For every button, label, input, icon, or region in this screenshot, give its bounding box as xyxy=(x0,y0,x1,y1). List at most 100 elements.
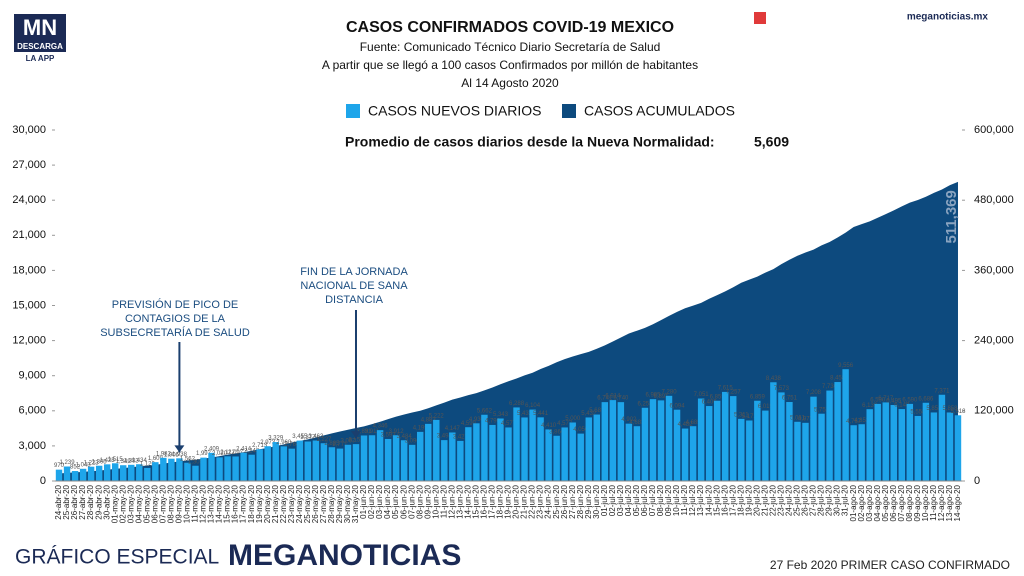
x-tick-label: 25-may-20 xyxy=(303,484,312,523)
bar xyxy=(794,421,801,481)
legend-label: CASOS NUEVOS DIARIOS xyxy=(368,103,541,119)
data-label: 6,139 xyxy=(862,403,878,409)
data-label: 2,248 xyxy=(244,448,260,454)
data-label: 4,147 xyxy=(445,426,461,432)
data-label: 8,458 xyxy=(830,376,846,382)
x-tick-label: 25-jun-20 xyxy=(552,484,561,518)
data-label: 5,858 xyxy=(942,406,958,412)
data-label: 6,859 xyxy=(710,394,726,400)
data-label: 4,930 xyxy=(469,417,485,423)
x-tick-label: 26-may-20 xyxy=(311,484,320,523)
x-tick-label: 05-may-20 xyxy=(142,484,151,523)
x-tick-label: 19-jun-20 xyxy=(504,484,513,518)
average-label: Promedio de casos diarios desde la Nueva… xyxy=(345,134,715,150)
bar xyxy=(489,424,496,481)
data-label: 1,434 xyxy=(132,458,148,464)
footer-right: 27 Feb 2020 PRIMER CASO CONFIRMADO xyxy=(770,558,1010,572)
y-tick-label: 6,000 xyxy=(18,405,46,417)
bar xyxy=(593,414,601,481)
bar xyxy=(633,426,641,481)
bar xyxy=(842,369,849,481)
x-tick-label: 01-jul-20 xyxy=(600,484,609,516)
x-tick-label: 30-jul-20 xyxy=(833,484,842,516)
data-label: 4,853 xyxy=(854,418,870,424)
x-tick-label: 05-ago-20 xyxy=(881,484,890,521)
x-tick-label: 30-may-20 xyxy=(343,484,352,523)
x-tick-label: 11-ago-20 xyxy=(929,484,938,520)
bar xyxy=(288,448,295,481)
data-label: 3,377 xyxy=(300,435,316,441)
data-label: 1,043 xyxy=(76,462,92,468)
bar xyxy=(63,466,71,481)
bar xyxy=(818,413,825,481)
bar xyxy=(441,440,448,481)
footer-left: GRÁFICO ESPECIAL xyxy=(15,546,219,569)
x-tick-label: 13-jun-20 xyxy=(455,484,464,518)
x-tick-label: 05-jul-20 xyxy=(632,484,641,516)
bar xyxy=(95,465,103,481)
bar xyxy=(553,435,560,481)
data-label: 4,902 xyxy=(621,417,637,423)
data-label: 3,427 xyxy=(453,434,469,440)
data-label: 2,885 xyxy=(324,441,340,447)
bar xyxy=(890,405,897,481)
x-tick-label: 03-jul-20 xyxy=(616,484,625,516)
x-tick-label: 01-may-20 xyxy=(110,484,119,523)
x-tick-label: 15-jun-20 xyxy=(472,484,481,518)
x-tick-label: 08-may-20 xyxy=(166,484,175,523)
data-label: 6,288 xyxy=(509,401,525,407)
data-label: 5,222 xyxy=(429,413,445,419)
y2-tick-label: 360,000 xyxy=(974,264,1014,276)
x-tick-label: 21-jul-20 xyxy=(760,484,769,516)
y-tick-label: 27,000 xyxy=(12,159,46,171)
data-label: 2,764 xyxy=(284,442,300,448)
average-value: 5,609 xyxy=(754,134,789,150)
data-label: 4,883 xyxy=(421,417,437,423)
bar xyxy=(762,410,769,481)
x-tick-label: 18-jul-20 xyxy=(736,484,745,516)
x-tick-label: 11-jul-20 xyxy=(680,484,689,515)
bar xyxy=(713,400,721,481)
bar xyxy=(376,430,384,481)
x-tick-label: 14-may-20 xyxy=(215,484,224,523)
subtitle: Al 14 Agosto 2020 xyxy=(461,76,559,90)
bar xyxy=(866,409,873,481)
data-label: 7,573 xyxy=(774,386,790,392)
data-label: 4,599 xyxy=(461,421,477,427)
data-label: 4,482 xyxy=(678,422,694,428)
data-label: 5,311 xyxy=(734,412,749,418)
x-tick-label: 28-jul-20 xyxy=(817,484,826,516)
data-label: 2,414 xyxy=(236,446,252,452)
x-tick-label: 20-jul-20 xyxy=(752,484,761,516)
y2-tick-label: 480,000 xyxy=(974,194,1014,206)
data-label: 5,681 xyxy=(589,408,605,414)
bar xyxy=(208,452,215,481)
x-tick-label: 02-jul-20 xyxy=(608,484,617,516)
x-tick-label: 07-may-20 xyxy=(158,484,167,523)
x-tick-label: 29-jun-20 xyxy=(584,484,593,518)
bar xyxy=(649,399,657,481)
bar xyxy=(625,423,633,481)
x-tick-label: 10-may-20 xyxy=(183,484,192,523)
x-tick-label: 27-jul-20 xyxy=(809,484,818,516)
x-tick-label: 13-ago-20 xyxy=(945,484,954,521)
legend-label: CASOS ACUMULADOS xyxy=(584,103,735,119)
bar xyxy=(296,440,304,481)
data-label: 6,686 xyxy=(918,396,934,402)
x-tick-label: 12-jul-20 xyxy=(688,484,697,516)
bar xyxy=(617,402,625,481)
data-label: 1,425 xyxy=(100,458,116,464)
bar xyxy=(537,417,544,481)
x-tick-label: 08-jun-20 xyxy=(415,484,424,518)
data-label: 6,859 xyxy=(750,394,766,400)
bar xyxy=(930,412,938,481)
x-tick-label: 28-abr-20 xyxy=(86,484,95,519)
bar xyxy=(416,431,424,481)
data-label: 7,257 xyxy=(726,390,742,396)
bar xyxy=(697,398,705,481)
x-tick-label: 17-may-20 xyxy=(239,484,248,523)
data-label: 1,906 xyxy=(164,452,180,458)
data-label: 5,752 xyxy=(814,407,830,413)
y-tick-label: 3,000 xyxy=(18,440,46,452)
y-tick-label: 24,000 xyxy=(12,194,46,206)
